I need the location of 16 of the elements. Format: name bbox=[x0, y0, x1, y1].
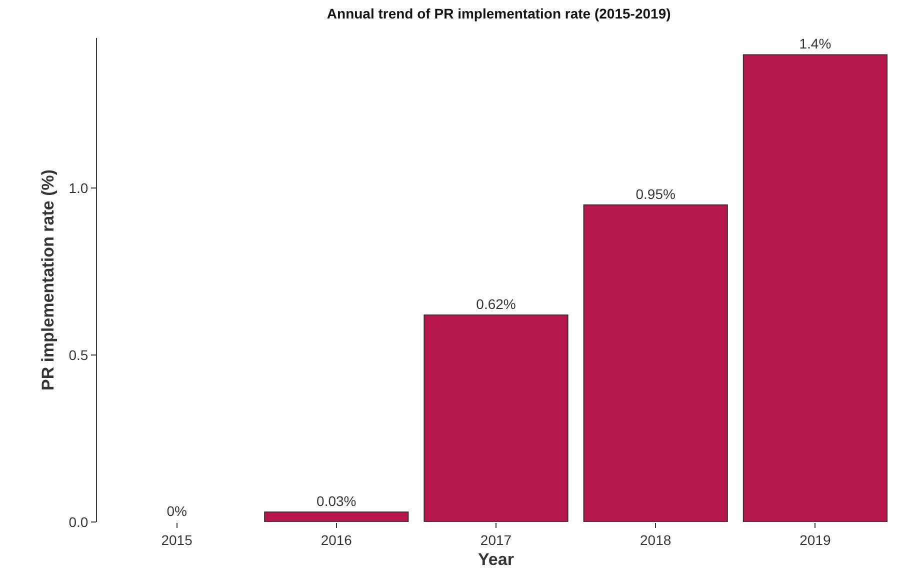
y-tick-label: 0.0 bbox=[68, 514, 88, 530]
x-tick-label: 2019 bbox=[800, 532, 831, 548]
data-label: 0.62% bbox=[476, 296, 516, 312]
data-label: 0% bbox=[166, 503, 187, 519]
data-label: 0.03% bbox=[316, 492, 356, 509]
y-tick-label: 1.0 bbox=[68, 180, 88, 196]
x-tick-label: 2017 bbox=[480, 532, 512, 548]
y-tick-label: 0.5 bbox=[68, 347, 88, 363]
x-tick-label: 2015 bbox=[161, 532, 193, 548]
x-tick-label: 2018 bbox=[640, 532, 672, 548]
chart-title: Annual trend of PR implementation rate (2015-2019) bbox=[326, 6, 671, 22]
data-label: 0.95% bbox=[636, 186, 676, 202]
data-label: 1.4% bbox=[799, 36, 832, 52]
x-tick-label: 2016 bbox=[320, 532, 352, 548]
y-axis-title: PR implementation rate (%) bbox=[38, 169, 58, 391]
x-axis-title: Year bbox=[478, 550, 514, 570]
